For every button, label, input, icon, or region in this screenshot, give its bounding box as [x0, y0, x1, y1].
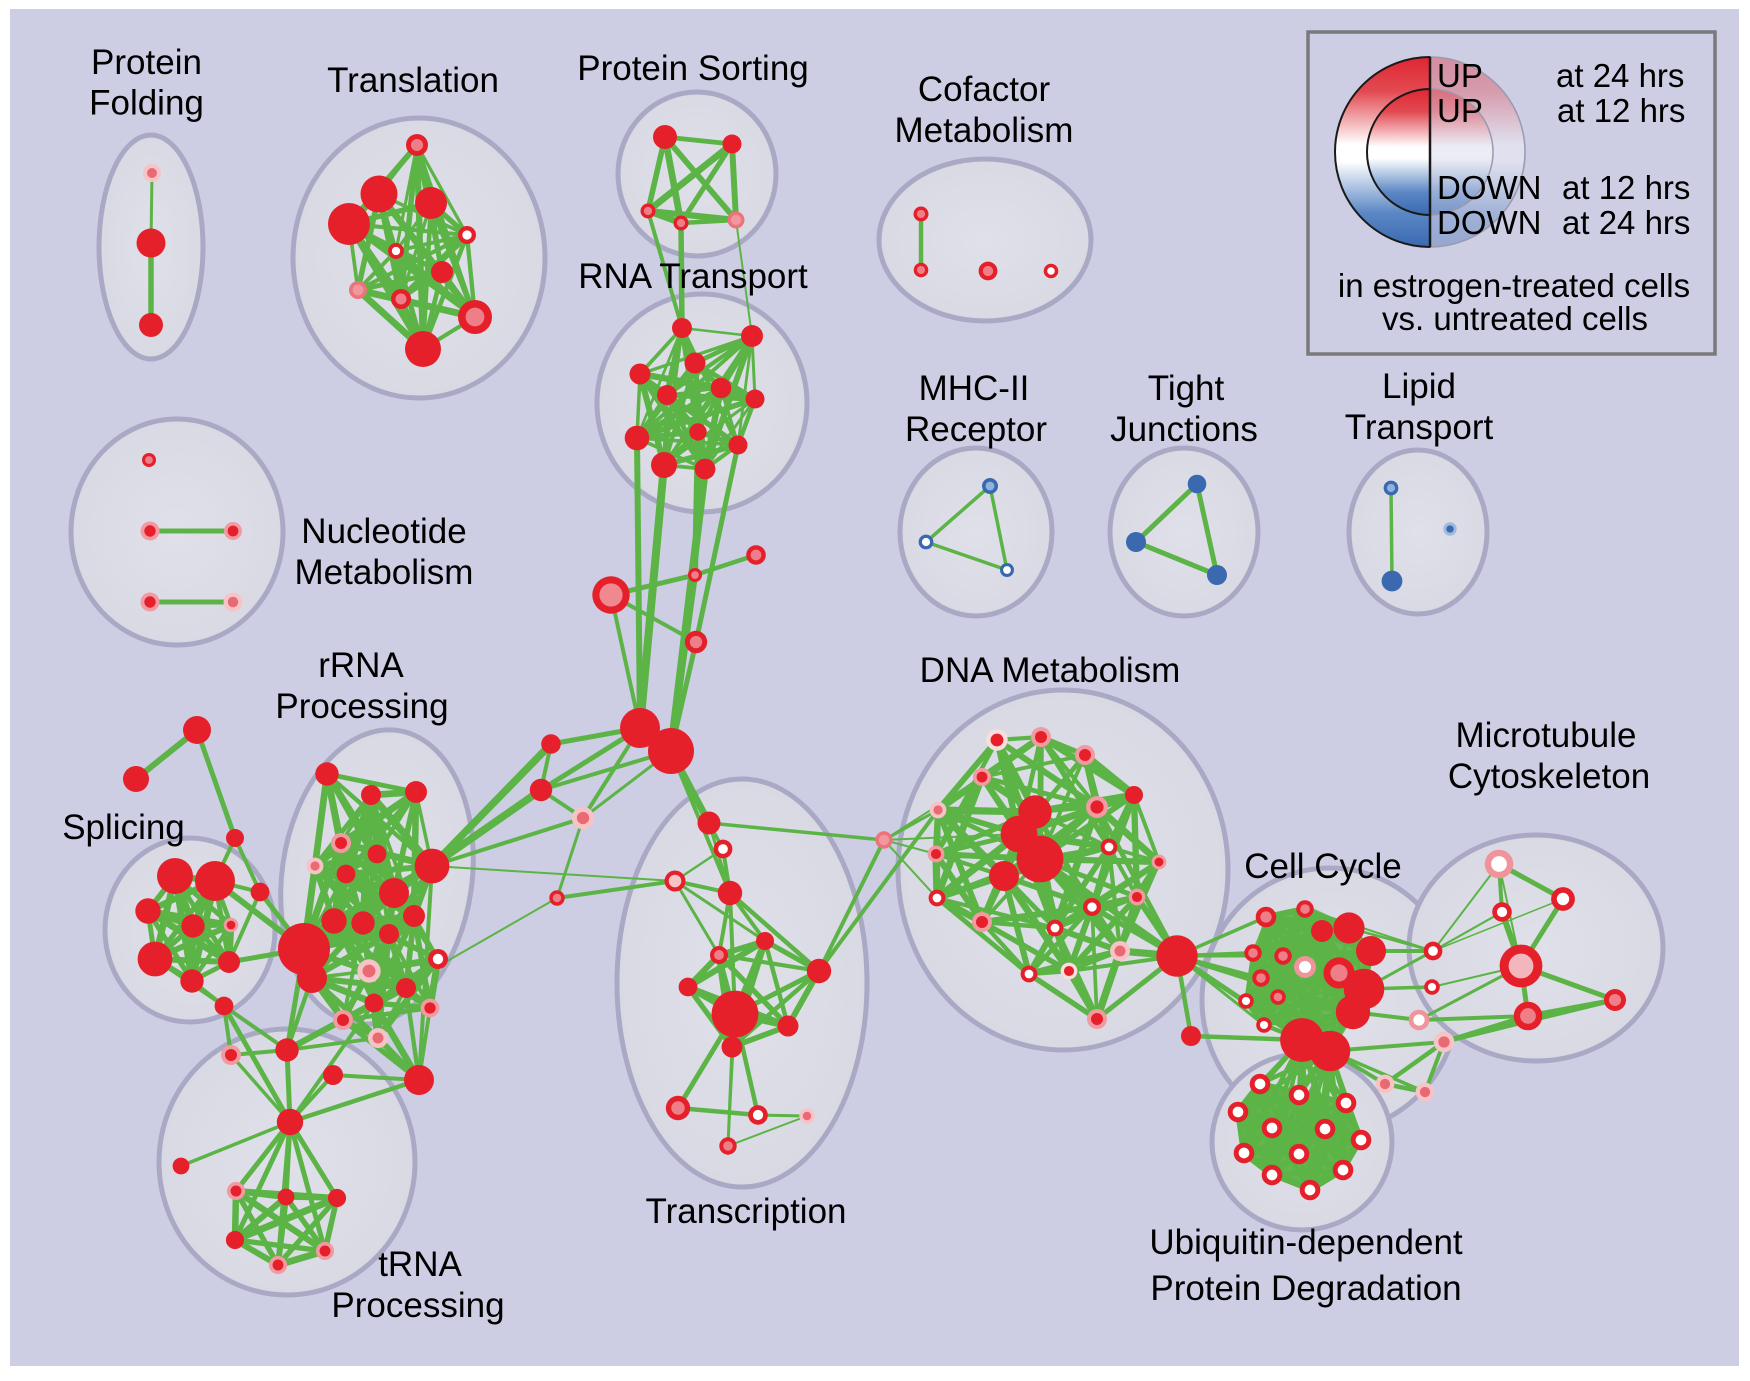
svg-text:Lipid: Lipid — [1382, 367, 1456, 406]
svg-text:MHC-II: MHC-II — [919, 369, 1030, 408]
svg-text:Protein: Protein — [91, 43, 202, 82]
svg-text:tRNA: tRNA — [378, 1245, 462, 1284]
svg-text:DOWN: DOWN — [1437, 169, 1541, 206]
svg-text:Protein Degradation: Protein Degradation — [1150, 1269, 1461, 1308]
svg-text:Processing: Processing — [275, 687, 448, 726]
svg-text:Junctions: Junctions — [1110, 410, 1258, 449]
svg-text:Transcription: Transcription — [646, 1192, 847, 1231]
svg-text:DOWN: DOWN — [1437, 204, 1541, 241]
svg-text:Cofactor: Cofactor — [918, 70, 1051, 109]
svg-text:at 24 hrs: at 24 hrs — [1556, 57, 1684, 94]
svg-text:Protein Sorting: Protein Sorting — [577, 49, 809, 88]
svg-text:Transport: Transport — [1345, 408, 1494, 447]
svg-text:in estrogen-treated cells: in estrogen-treated cells — [1338, 267, 1690, 304]
svg-text:vs. untreated cells: vs. untreated cells — [1382, 300, 1648, 337]
svg-text:Cytoskeleton: Cytoskeleton — [1448, 757, 1650, 796]
svg-text:UP: UP — [1437, 92, 1483, 129]
svg-text:Metabolism: Metabolism — [295, 553, 474, 592]
svg-text:at 24 hrs: at 24 hrs — [1562, 204, 1690, 241]
svg-text:Translation: Translation — [327, 61, 499, 100]
svg-text:Folding: Folding — [89, 84, 204, 123]
svg-text:Receptor: Receptor — [905, 410, 1047, 449]
svg-text:Nucleotide: Nucleotide — [301, 512, 466, 551]
svg-text:Processing: Processing — [331, 1286, 504, 1325]
svg-text:RNA Transport: RNA Transport — [578, 257, 808, 296]
svg-text:DNA Metabolism: DNA Metabolism — [920, 651, 1181, 690]
svg-text:Cell Cycle: Cell Cycle — [1244, 847, 1402, 886]
svg-text:Ubiquitin-dependent: Ubiquitin-dependent — [1149, 1223, 1463, 1262]
svg-text:Metabolism: Metabolism — [895, 111, 1074, 150]
svg-text:rRNA: rRNA — [318, 646, 404, 685]
svg-text:Tight: Tight — [1148, 369, 1225, 408]
svg-text:UP: UP — [1437, 57, 1483, 94]
svg-text:Microtubule: Microtubule — [1456, 716, 1637, 755]
svg-text:Splicing: Splicing — [62, 808, 185, 847]
svg-text:at 12 hrs: at 12 hrs — [1557, 92, 1685, 129]
svg-text:at 12 hrs: at 12 hrs — [1562, 169, 1690, 206]
